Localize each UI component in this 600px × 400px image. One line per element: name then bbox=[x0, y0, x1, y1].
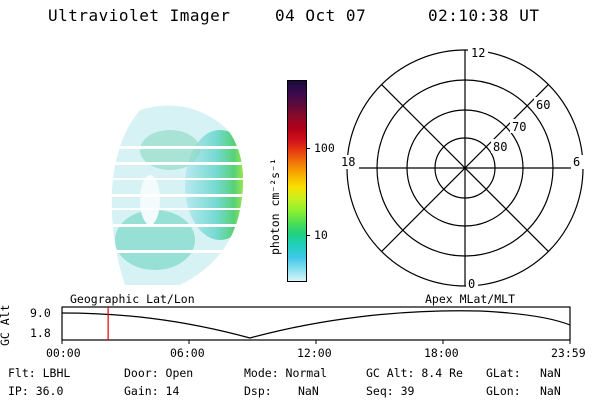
timeline-ytick-min: 1.8 bbox=[30, 326, 51, 340]
info-glat-label: GLat: bbox=[486, 366, 521, 380]
orbit-timeline bbox=[61, 306, 571, 344]
scan-gaps bbox=[111, 146, 244, 253]
timeline-xtick-0600: 06:00 bbox=[170, 346, 205, 360]
info-gain: Gain: 14 bbox=[124, 384, 180, 398]
aurora-oval-dayside bbox=[185, 130, 244, 240]
timeline-ylabel: GC Alt bbox=[0, 304, 12, 346]
info-filter: Flt: LBHL bbox=[8, 366, 71, 380]
timeline-xtick-1200: 12:00 bbox=[297, 346, 332, 360]
mlt-label-0: 0 bbox=[468, 277, 475, 290]
mlt-label-6: 6 bbox=[573, 155, 580, 169]
colorbar bbox=[287, 80, 307, 282]
info-seq: Seq: 39 bbox=[366, 384, 415, 398]
timeline-ytick-max: 9.0 bbox=[30, 306, 51, 320]
info-glat-value: NaN bbox=[540, 366, 561, 380]
info-ip: IP: 36.0 bbox=[8, 384, 64, 398]
timeline-left-label: Geographic Lat/Lon bbox=[70, 292, 195, 306]
mlat-label-70: 70 bbox=[512, 120, 526, 134]
colorbar-label-10: 10 bbox=[314, 228, 328, 242]
header-time: 02:10:38 UT bbox=[428, 6, 540, 25]
app-title: Ultraviolet Imager bbox=[48, 6, 231, 25]
timeline-xtick-0000: 00:00 bbox=[46, 346, 81, 360]
aurora-patch bbox=[140, 130, 200, 170]
colorbar-gradient bbox=[288, 81, 306, 281]
mlat-label-60: 60 bbox=[536, 98, 550, 112]
info-gc-alt: GC Alt: 8.4 Re bbox=[366, 366, 463, 380]
orbit-altitude-curve bbox=[61, 310, 571, 339]
polar-mlt-plot: 12 18 6 0 60 70 80 bbox=[339, 45, 585, 290]
info-mode: Mode: Normal bbox=[244, 366, 328, 380]
info-glon-value: NaN bbox=[540, 384, 561, 398]
polar-diagonal-2 bbox=[381, 84, 549, 252]
mlt-label-18: 18 bbox=[341, 155, 355, 169]
info-door: Door: Open bbox=[124, 366, 194, 380]
timeline-xtick-2359: 23:59 bbox=[551, 346, 586, 360]
mlat-label-80: 80 bbox=[493, 140, 507, 154]
timeline-xtick-1800: 18:00 bbox=[424, 346, 459, 360]
info-dsp-value: NaN bbox=[298, 384, 319, 398]
header-date: 04 Oct 07 bbox=[275, 6, 367, 25]
info-glon-label: GLon: bbox=[486, 384, 521, 398]
polar-cap-region bbox=[140, 175, 160, 225]
info-dsp-label: Dsp: bbox=[244, 384, 272, 398]
mlt-label-12: 12 bbox=[471, 46, 485, 60]
timeline-right-label: Apex MLat/MLT bbox=[425, 292, 516, 306]
colorbar-label-100: 100 bbox=[314, 141, 335, 155]
colorbar-unit-label: photon cm⁻²s⁻¹ bbox=[268, 158, 282, 255]
auroral-image bbox=[111, 105, 244, 285]
colorbar-tick-10 bbox=[306, 235, 310, 236]
colorbar-tick-100 bbox=[306, 148, 310, 149]
